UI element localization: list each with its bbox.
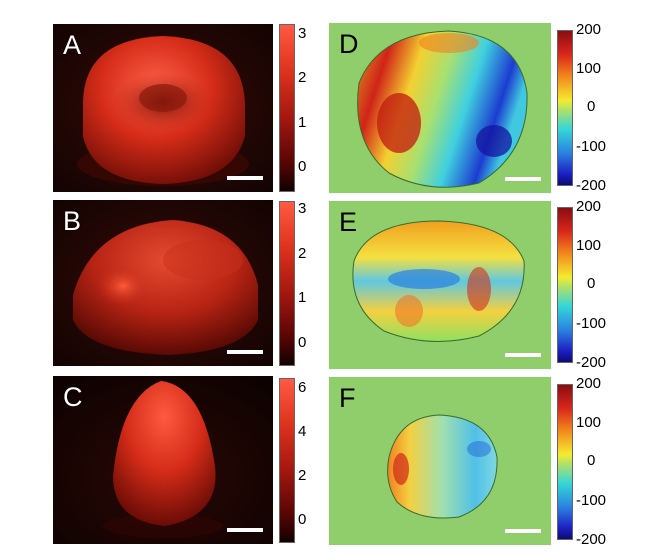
panel-b-tick: 3 [298,200,307,217]
panel-f-letter: F [339,383,356,413]
panel-d-scale-bar [505,177,541,181]
panel-c-tick: 6 [298,379,307,396]
panel-e-tick: 200 [576,198,602,215]
panel-a-tick: 1 [298,114,307,131]
panel-b-scale-bar [227,350,263,354]
panel-c-image [53,376,273,544]
panel-a-height-map: A [53,24,273,192]
panel-a-tick: 0 [298,158,307,175]
panel-d-phase-map: D [329,23,551,193]
panel-d-colorbar [557,30,573,186]
panel-e-tick: 0 [587,275,596,292]
panel-f-image [387,414,498,519]
panel-b-tick: 1 [298,289,307,306]
panel-e-scale-bar [505,353,541,357]
panel-c-scale-bar [227,528,263,532]
panel-a-colorbar [279,24,295,192]
panel-f-phase-map: F [329,377,551,545]
panel-a-tick: 2 [298,69,307,86]
panel-e-tick: -200 [576,354,607,371]
panel-f-tick: -200 [576,531,607,548]
panel-d-image [357,30,528,188]
panel-d-tick: 0 [587,98,596,115]
panel-c-tick: 4 [298,423,307,440]
panel-f-tick: 100 [576,414,602,431]
panel-b-height-map: B [53,200,273,366]
panel-d-tick: -200 [576,177,607,194]
panel-c-height-map: C [53,376,273,544]
panel-b-tick: 2 [298,245,307,262]
panel-f-tick: 200 [576,375,602,392]
panel-e-tick: 100 [576,237,602,254]
panel-d-letter: D [339,29,359,59]
panel-d-tick: 200 [576,21,602,38]
panel-c-tick: 2 [298,467,307,484]
panel-a-image [53,24,273,192]
panel-d-tick: 100 [576,60,602,77]
panel-a-letter: A [63,30,82,60]
panel-b-colorbar [279,201,295,366]
panel-d-tick: -100 [576,138,607,155]
panel-b-letter: B [63,206,82,236]
panel-c-colorbar [279,378,295,543]
panel-e-colorbar [557,207,573,363]
panel-e-phase-map: E [329,201,551,369]
panel-e-letter: E [339,207,358,237]
panel-b-image [53,200,273,366]
panel-f-tick: 0 [587,452,596,469]
panel-e-tick: -100 [576,315,607,332]
panel-e-image [352,220,525,342]
panel-f-scale-bar [505,529,541,533]
panel-b-tick: 0 [298,334,307,351]
panel-a-tick: 3 [298,25,307,42]
panel-c-tick: 0 [298,511,307,528]
panel-a-scale-bar [227,176,263,180]
panel-c-letter: C [63,382,83,412]
panel-f-colorbar [557,384,573,540]
panel-f-tick: -100 [576,492,607,509]
